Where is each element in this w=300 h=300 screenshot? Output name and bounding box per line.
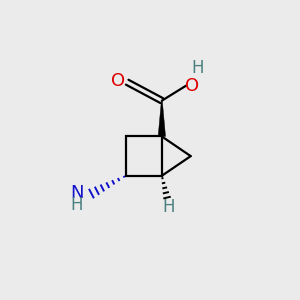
Text: H: H	[191, 59, 204, 77]
Polygon shape	[158, 101, 166, 136]
Text: N: N	[70, 184, 84, 202]
Text: O: O	[185, 77, 200, 95]
Text: H: H	[70, 196, 83, 214]
Text: H: H	[163, 198, 175, 216]
Text: O: O	[111, 72, 125, 90]
